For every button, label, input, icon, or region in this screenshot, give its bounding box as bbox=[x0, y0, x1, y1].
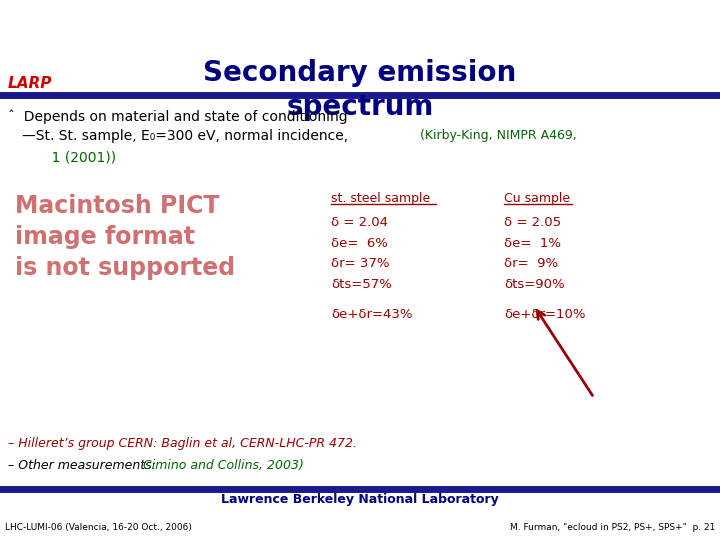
Text: δe=  6%: δe= 6% bbox=[331, 237, 388, 249]
Text: Secondary emission
spectrum: Secondary emission spectrum bbox=[203, 59, 517, 121]
Text: δ = 2.05: δ = 2.05 bbox=[504, 216, 561, 229]
Text: LHC-LUMI-06 (Valencia, 16-20 Oct., 2006): LHC-LUMI-06 (Valencia, 16-20 Oct., 2006) bbox=[5, 523, 192, 532]
Text: δts=90%: δts=90% bbox=[504, 278, 564, 291]
Text: δr=  9%: δr= 9% bbox=[504, 257, 558, 270]
Text: Cu sample: Cu sample bbox=[504, 192, 570, 205]
Text: – Other measurements:: – Other measurements: bbox=[8, 460, 160, 472]
Text: ˆ  Depends on material and state of conditioning: ˆ Depends on material and state of condi… bbox=[8, 109, 348, 124]
Text: —St. St. sample, E₀=300 eV, normal incidence,: —St. St. sample, E₀=300 eV, normal incid… bbox=[22, 129, 348, 143]
Text: LARP: LARP bbox=[8, 76, 53, 91]
Text: δe+δr=43%: δe+δr=43% bbox=[331, 308, 413, 321]
Text: M. Furman, "ecloud in PS2, PS+, SPS+"  p. 21: M. Furman, "ecloud in PS2, PS+, SPS+" p.… bbox=[510, 523, 715, 532]
Text: Lawrence Berkeley National Laboratory: Lawrence Berkeley National Laboratory bbox=[221, 492, 499, 505]
Text: δ = 2.04: δ = 2.04 bbox=[331, 216, 388, 229]
Text: δr= 37%: δr= 37% bbox=[331, 257, 390, 270]
Text: δe=  1%: δe= 1% bbox=[504, 237, 561, 249]
Text: (Kirby-King, NIMPR A469,: (Kirby-King, NIMPR A469, bbox=[416, 129, 577, 141]
Text: δe+δr=10%: δe+δr=10% bbox=[504, 308, 585, 321]
Text: 1 (2001)): 1 (2001)) bbox=[34, 151, 116, 165]
Text: Macintosh PICT
image format
is not supported: Macintosh PICT image format is not suppo… bbox=[15, 194, 235, 280]
Text: δts=57%: δts=57% bbox=[331, 278, 392, 291]
Text: – Hilleret’s group CERN: Baglin et al, CERN-LHC-PR 472.: – Hilleret’s group CERN: Baglin et al, C… bbox=[8, 437, 357, 450]
Text: st. steel sample: st. steel sample bbox=[331, 192, 431, 205]
Text: Cimino and Collins, 2003): Cimino and Collins, 2003) bbox=[143, 460, 304, 472]
